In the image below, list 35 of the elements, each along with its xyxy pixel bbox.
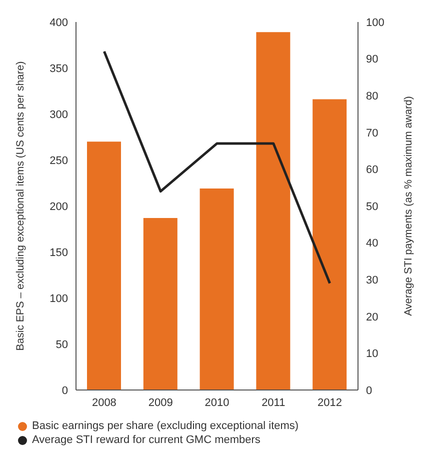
legend-label: Basic earnings per share (excluding exceptional items) [32, 420, 299, 432]
y2-tick-label: 10 [366, 348, 378, 360]
y2-tick-label: 70 [366, 127, 378, 140]
y2-tick-label: 30 [366, 274, 378, 287]
y-tick-label: 250 [50, 154, 68, 167]
y2-tick-label: 0 [366, 384, 372, 397]
y-tick-label: 300 [50, 108, 68, 121]
bar [256, 32, 290, 390]
y2-tick-label: 50 [366, 200, 378, 213]
y2-tick-label: 100 [366, 16, 384, 29]
y-tick-label: 200 [50, 200, 68, 213]
y2-tick-label: 60 [366, 164, 378, 176]
y-tick-label: 400 [50, 16, 68, 29]
y-axis-title: Basic EPS – excluding exceptional items (US cents per share) [14, 61, 27, 351]
x-tick-label: 2009 [148, 396, 173, 409]
y-tick-label: 50 [56, 338, 68, 351]
x-tick-label: 2012 [318, 396, 342, 409]
x-tick-label: 2008 [92, 396, 116, 409]
y2-tick-label: 20 [366, 311, 378, 324]
bar [200, 188, 234, 390]
legend-label: Average STI reward for current GMC members [32, 434, 260, 446]
x-tick-label: 2011 [262, 396, 286, 409]
bar [87, 142, 121, 390]
y-tick-label: 150 [50, 246, 68, 259]
bar [143, 218, 178, 390]
y2-axis-title: Average STI payments (as % maximum award) [402, 96, 415, 316]
y2-tick-label: 90 [366, 54, 378, 66]
y-tick-label: 100 [50, 292, 68, 305]
y-tick-label: 350 [50, 62, 68, 75]
y2-tick-label: 40 [366, 238, 378, 250]
y2-tick-label: 80 [366, 90, 378, 103]
y-tick-label: 0 [62, 384, 68, 397]
line-series [102, 50, 332, 285]
x-tick-label: 2010 [204, 396, 230, 409]
bar [312, 99, 347, 390]
